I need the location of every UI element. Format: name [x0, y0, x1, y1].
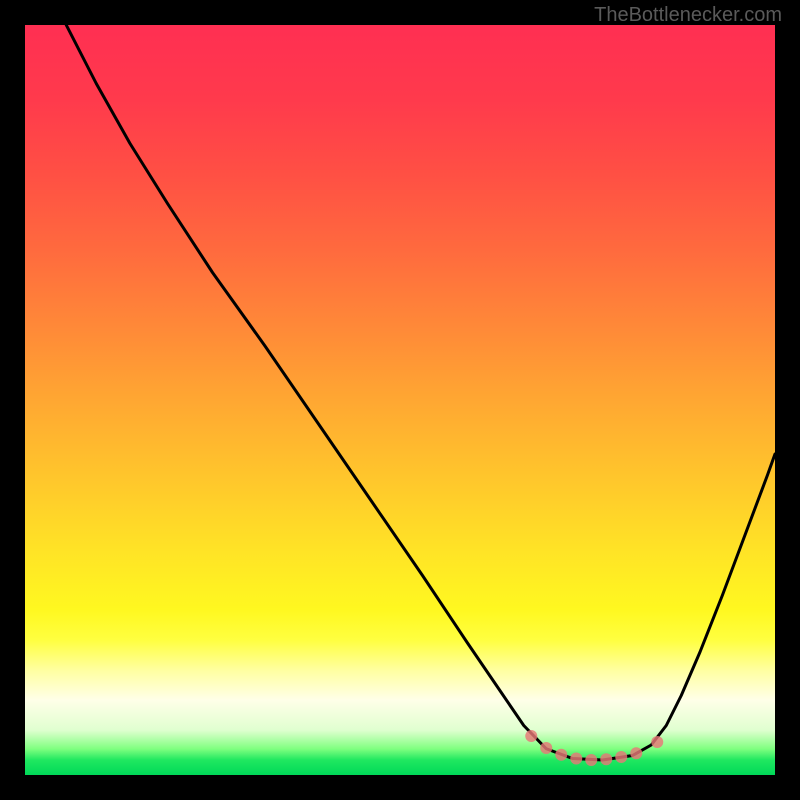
attribution-text: TheBottlenecker.com [594, 4, 782, 27]
gradient-background [25, 25, 775, 775]
bottleneck-chart [25, 25, 775, 775]
